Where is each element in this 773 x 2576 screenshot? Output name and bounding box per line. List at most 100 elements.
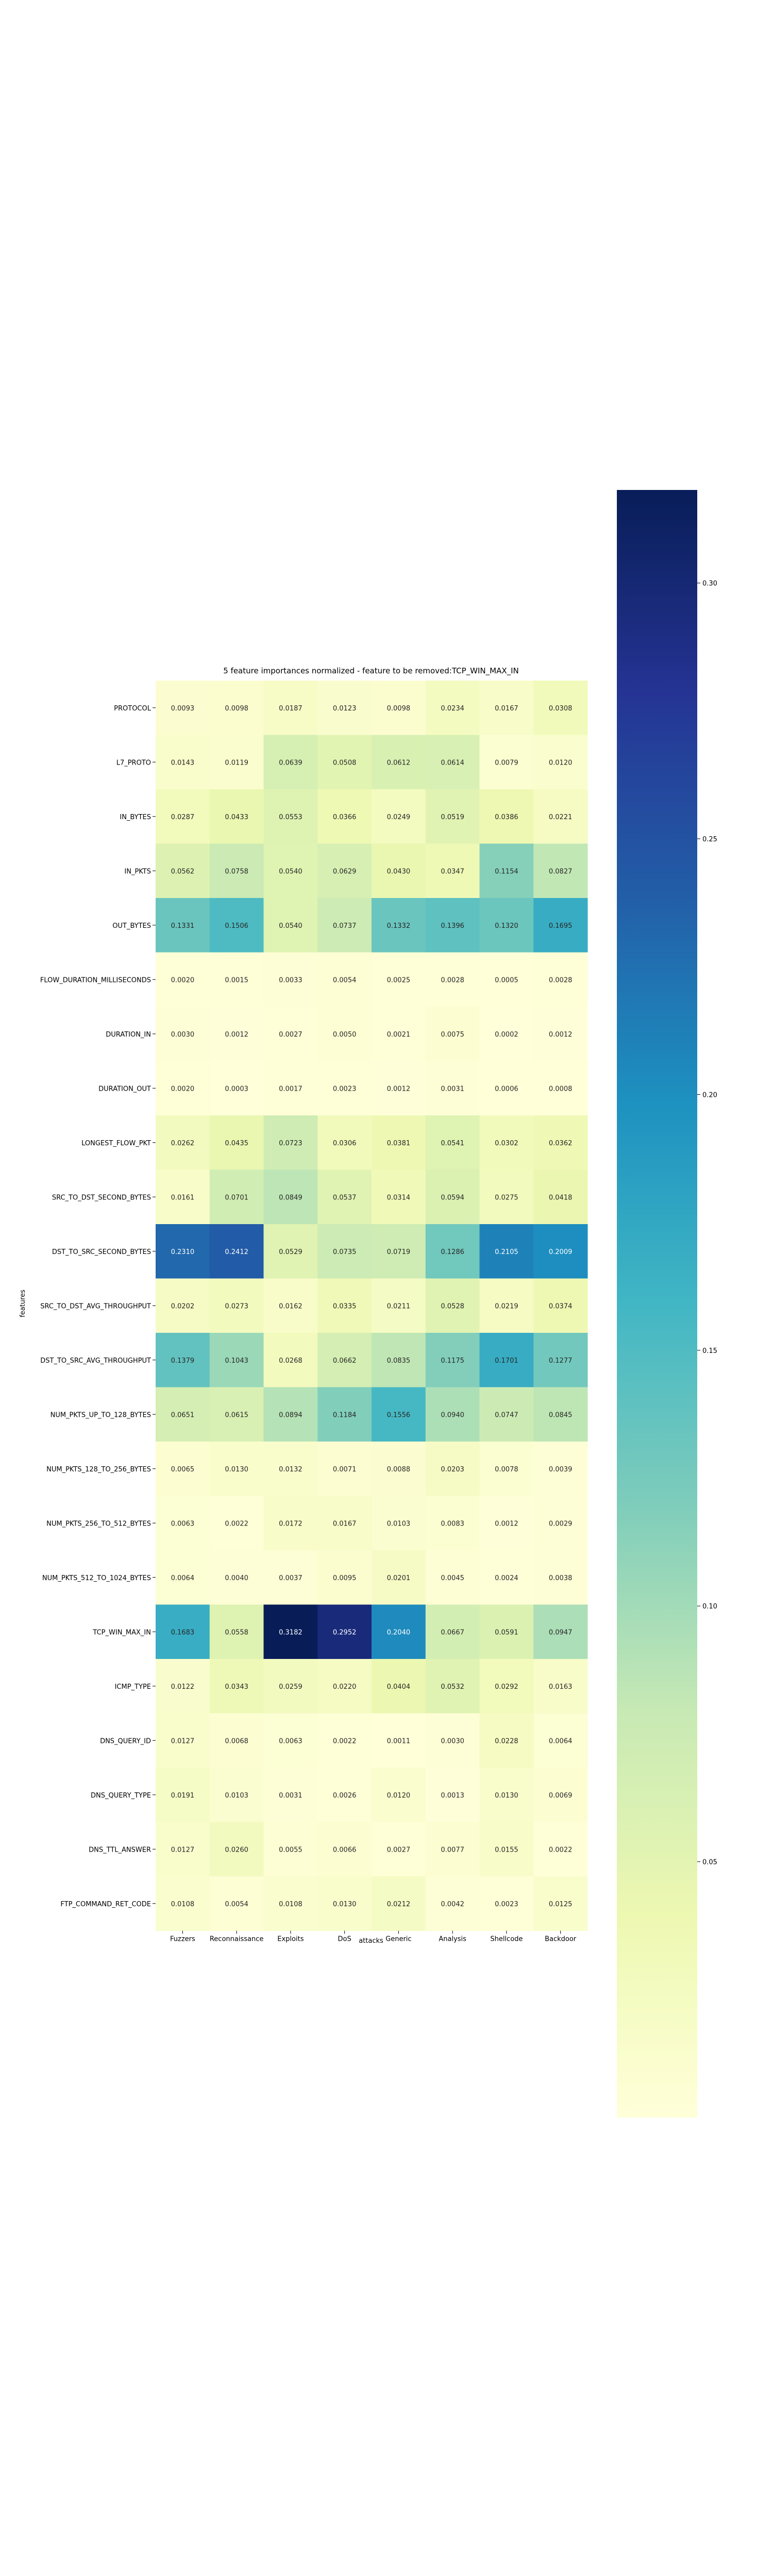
heatmap-cell: [533, 789, 588, 844]
heatmap-cell: [209, 1768, 264, 1822]
cell-value-label: 0.0098: [225, 705, 248, 713]
cell-value-label: 0.0418: [549, 1194, 573, 1201]
cell-value-label: 0.0558: [225, 1629, 248, 1636]
y-tick-label: DST_TO_SRC_AVG_THROUGHPUT: [40, 1357, 151, 1365]
cell-value-label: 0.0012: [387, 1085, 411, 1093]
heatmap-cell: [317, 1496, 372, 1551]
cell-value-label: 0.0541: [441, 1140, 464, 1147]
cell-value-label: 0.0612: [387, 759, 411, 767]
heatmap-cell: [156, 1768, 210, 1822]
colorbar-tick-label: 0.25: [702, 836, 717, 843]
heatmap-cell: [156, 1442, 210, 1496]
heatmap-cell: [533, 1170, 588, 1225]
cell-value-label: 0.0849: [279, 1194, 303, 1201]
y-tick-label: NUM_PKTS_UP_TO_128_BYTES: [51, 1411, 151, 1419]
heatmap-cell: [209, 1007, 264, 1061]
heatmap-cell: [479, 1550, 534, 1605]
cell-value-label: 0.0103: [387, 1520, 411, 1528]
heatmap-cell: [479, 1822, 534, 1877]
y-tick-label: NUM_PKTS_128_TO_256_BYTES: [46, 1466, 151, 1473]
cell-value-label: 0.0532: [441, 1683, 464, 1691]
cell-value-label: 0.0562: [171, 868, 195, 875]
heatmap-cell: [263, 1496, 318, 1551]
y-tick-label: DST_TO_SRC_SECOND_BYTES: [52, 1248, 151, 1256]
heatmap-cell: [263, 898, 318, 953]
heatmap-cell: [156, 1333, 210, 1387]
heatmap-cell: [533, 1876, 588, 1931]
y-tick-label: DURATION_OUT: [98, 1085, 151, 1093]
heatmap-cell: [317, 735, 372, 790]
cell-value-label: 0.0347: [441, 868, 464, 875]
colorbar: [617, 490, 697, 2117]
heatmap-cell: [263, 1876, 318, 1931]
heatmap-cell: [156, 1496, 210, 1551]
cell-value-label: 0.0639: [279, 759, 303, 767]
cell-value-label: 0.0030: [171, 1031, 195, 1039]
cell-value-label: 0.0005: [495, 976, 518, 984]
cell-value-label: 0.0002: [495, 1031, 518, 1039]
cell-value-label: 0.0063: [171, 1520, 195, 1528]
heatmap-cell: [533, 1822, 588, 1877]
heatmap-cell: [209, 1604, 264, 1659]
cell-value-label: 0.0292: [495, 1683, 518, 1691]
heatmap-cell: [156, 735, 210, 790]
cell-value-label: 0.0723: [279, 1140, 303, 1147]
cell-value-label: 0.2009: [549, 1248, 573, 1256]
cell-value-label: 0.0077: [441, 1846, 464, 1854]
cell-value-label: 0.0023: [495, 1901, 518, 1908]
heatmap-cell: [372, 1170, 426, 1225]
heatmap-cell: [317, 1713, 372, 1768]
cell-value-label: 0.1277: [549, 1357, 573, 1365]
heatmap-cell: [156, 789, 210, 844]
heatmap-cell: [425, 681, 480, 735]
cell-value-label: 0.0220: [333, 1683, 357, 1691]
x-tick-label: Backdoor: [545, 1936, 577, 1943]
cell-value-label: 0.0537: [333, 1194, 357, 1201]
heatmap-cell: [479, 1496, 534, 1551]
cell-value-label: 0.0093: [171, 705, 195, 713]
cell-value-label: 0.0119: [225, 759, 248, 767]
heatmap-cell: [317, 1822, 372, 1877]
cell-value-label: 0.0122: [171, 1683, 195, 1691]
heatmap-cell: [156, 1713, 210, 1768]
cell-value-label: 0.0013: [441, 1792, 464, 1800]
heatmap-cell: [263, 681, 318, 735]
x-tick-label: Analysis: [439, 1936, 466, 1943]
cell-value-label: 0.0529: [279, 1248, 303, 1256]
cell-value-label: 0.0063: [279, 1737, 303, 1745]
heatmap-cell: [263, 843, 318, 899]
heatmap-cell: [317, 1170, 372, 1225]
heatmap-cell: [372, 735, 426, 790]
heatmap-cell: [263, 1170, 318, 1225]
cell-value-label: 0.0020: [171, 976, 195, 984]
heatmap-cell: [209, 1822, 264, 1877]
cell-value-label: 0.0667: [441, 1629, 464, 1636]
heatmap-cell: [156, 1387, 210, 1442]
cell-value-label: 0.0167: [495, 705, 518, 713]
cell-value-label: 0.0026: [333, 1792, 357, 1800]
cell-value-label: 0.0201: [387, 1574, 411, 1582]
y-tick-label: OUT_BYTES: [112, 922, 151, 930]
cell-value-label: 0.1695: [549, 922, 573, 930]
cell-value-label: 0.0064: [171, 1574, 195, 1582]
heatmap-cell: [533, 1550, 588, 1605]
cell-value-label: 0.0065: [171, 1466, 195, 1473]
y-tick-label: TCP_WIN_MAX_IN: [92, 1629, 151, 1636]
heatmap-cell: [263, 1604, 318, 1659]
colorbar-tick-label: 0.15: [702, 1347, 717, 1355]
y-tick-label: ICMP_TYPE: [115, 1683, 151, 1691]
heatmap-cell: [317, 1333, 372, 1387]
cell-value-label: 0.0519: [441, 814, 464, 821]
heatmap-cell: [263, 1659, 318, 1714]
cell-value-label: 0.0212: [387, 1901, 411, 1908]
cell-value-label: 0.0187: [279, 705, 303, 713]
cell-value-label: 0.1506: [225, 922, 248, 930]
cell-value-label: 0.0017: [279, 1085, 303, 1093]
cell-value-label: 0.0029: [549, 1520, 573, 1528]
heatmap-cell: [533, 1604, 588, 1659]
cell-value-label: 0.0203: [441, 1466, 464, 1473]
heatmap-cell: [533, 1387, 588, 1442]
cell-value-label: 0.0737: [333, 922, 357, 930]
y-tick-label: FLOW_DURATION_MILLISECONDS: [40, 976, 151, 984]
heatmap-cell: [425, 1550, 480, 1605]
